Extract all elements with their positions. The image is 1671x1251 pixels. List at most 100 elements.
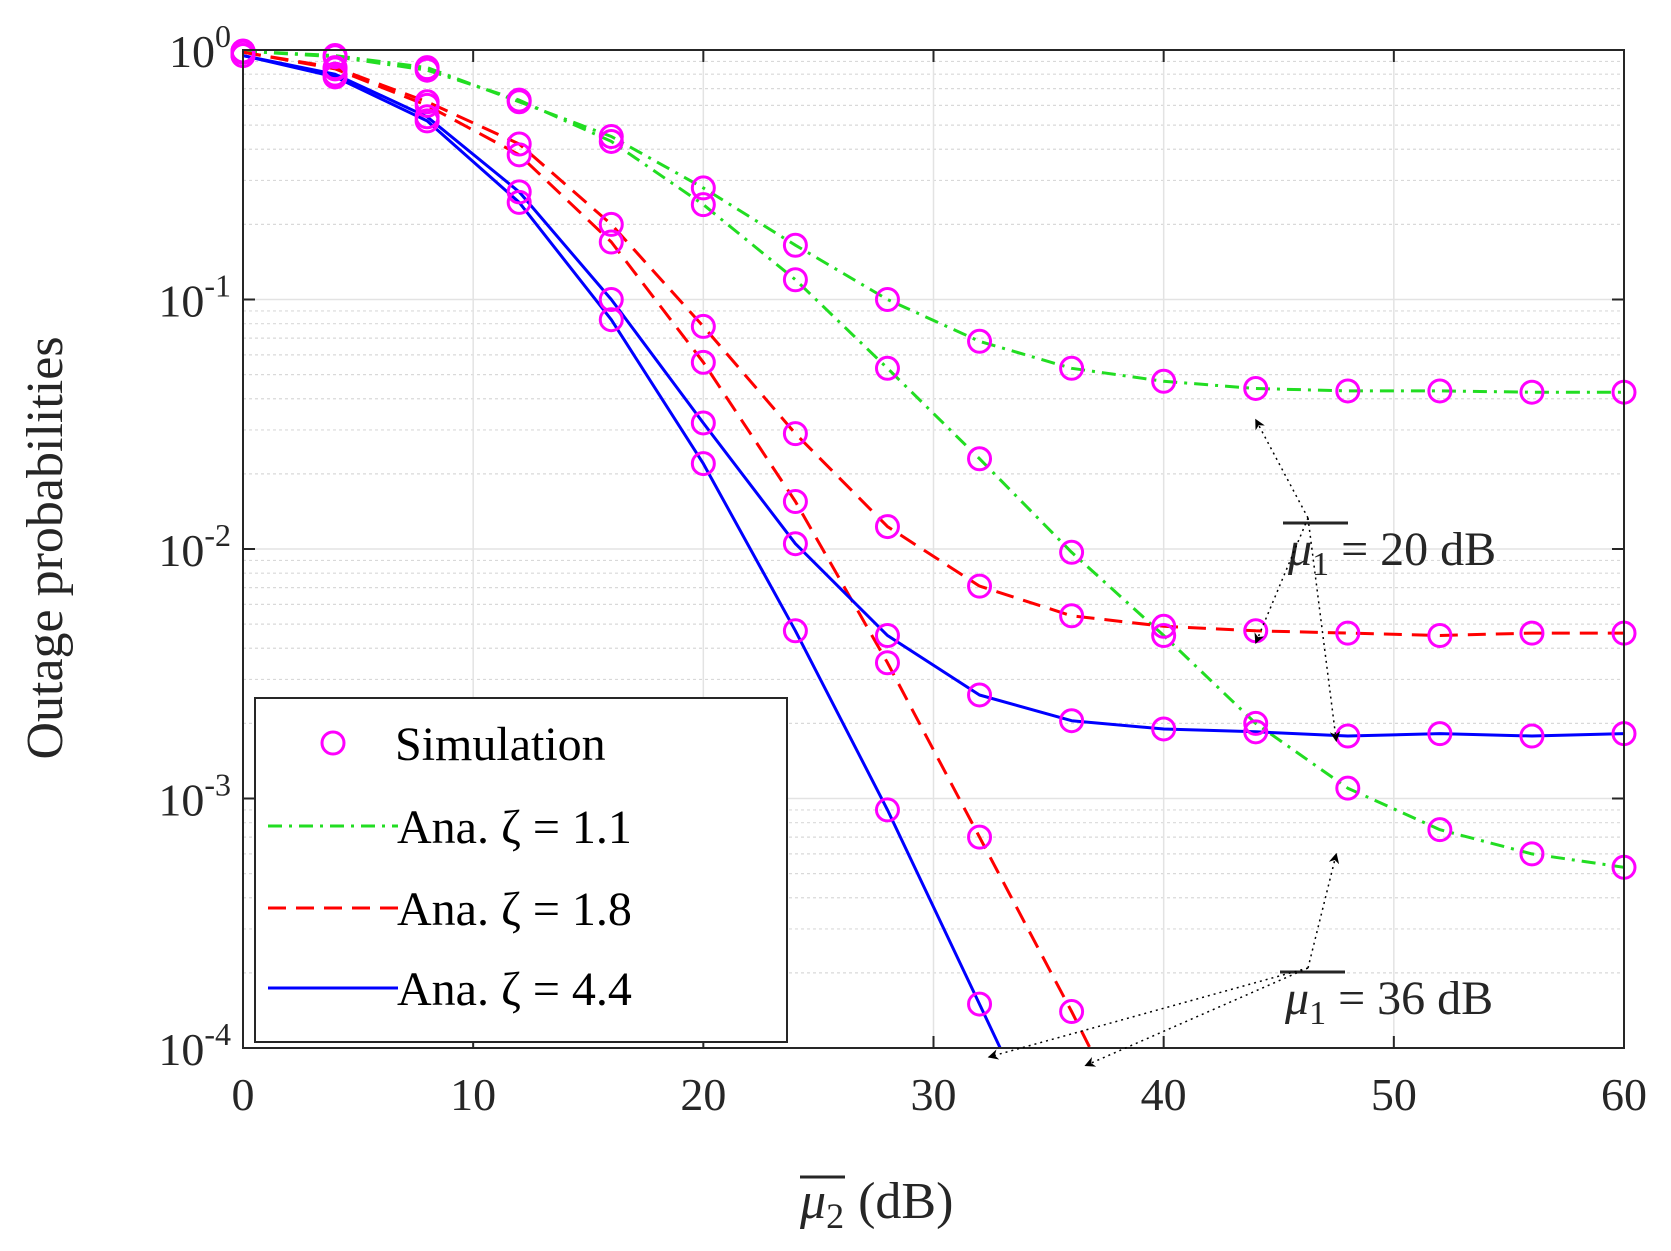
annotation-value: = 36 dB [1326, 972, 1493, 1025]
simulation-point [782, 618, 808, 644]
simulation-point [690, 175, 716, 201]
simulation-point [690, 192, 716, 218]
series-lines [242, 49, 1625, 1049]
x-label-unit: (dB) [858, 1173, 953, 1230]
simulation-point [1519, 620, 1545, 646]
simulation-point [1335, 620, 1361, 646]
simulation-point [1151, 716, 1177, 742]
simulation-point [1519, 723, 1545, 749]
simulation-point [874, 514, 900, 540]
simulation-point [1427, 721, 1453, 747]
annotation-arrow [1084, 967, 1309, 1067]
annotation-mu1-20db: μ1 = 20 dB [1283, 521, 1496, 583]
x-tick-label: 50 [1371, 1069, 1417, 1120]
simulation-point [414, 57, 440, 83]
annotation-arrow [1254, 517, 1309, 644]
simulation-point [598, 287, 624, 312]
y-tick-label: 10-3 [158, 767, 231, 826]
legend-marker-circle [320, 730, 346, 756]
annotation-value: = 20 dB [1329, 523, 1496, 576]
simulation-point [322, 44, 348, 70]
simulation-point [598, 128, 624, 154]
simulation-point [1059, 708, 1085, 734]
simulation-point [874, 623, 900, 649]
simulation-point [1243, 375, 1269, 401]
legend-box [254, 697, 788, 1043]
simulation-point [1427, 378, 1453, 404]
annotation-arrow [1307, 852, 1340, 969]
simulation-point [782, 531, 808, 557]
simulation-point [598, 307, 624, 333]
x-axis-label: μ2 (dB) [799, 1173, 953, 1236]
simulation-point [506, 87, 532, 113]
simulation-point [414, 108, 440, 134]
x-tick-labels: 0 10 20 30 40 50 60 [232, 1069, 1648, 1120]
y-tick-label: 10-4 [158, 1016, 231, 1075]
legend-label-zeta-1-1: Ana. ζ = 1.1 [397, 801, 632, 854]
simulation-point [690, 410, 716, 436]
x-tick-label: 0 [232, 1069, 255, 1120]
x-tick-label: 60 [1601, 1069, 1647, 1120]
simulation-point [1151, 613, 1177, 639]
x-tick-label: 40 [1141, 1069, 1187, 1120]
annotation-symbol: μ [1287, 523, 1312, 576]
legend-label-zeta-4-4: Ana. ζ = 4.4 [397, 963, 632, 1016]
annotation-symbol: μ [1284, 972, 1309, 1025]
simulation-point [414, 92, 440, 118]
y-tick-label: 10-2 [158, 517, 231, 576]
legend-item-zeta-1-1: Ana. ζ = 1.1 [268, 801, 632, 854]
series-line-4 [242, 50, 1092, 1049]
x-label-subscript: 2 [826, 1196, 844, 1236]
annotation-subscript: 1 [1312, 546, 1329, 583]
x-tick-label: 10 [450, 1069, 496, 1120]
simulation-point [1335, 775, 1361, 801]
simulation-point [1059, 539, 1085, 565]
simulation-point [1519, 841, 1545, 867]
annotation-arrow [1255, 418, 1309, 519]
simulation-point [1059, 603, 1085, 629]
series-line-1 [242, 49, 1624, 394]
simulation-point [967, 573, 993, 599]
simulation-point [506, 131, 532, 157]
simulation-point [874, 650, 900, 676]
legend-item-simulation: Simulation [320, 718, 606, 771]
simulation-point [506, 189, 532, 215]
y-tick-label: 100 [169, 18, 231, 77]
legend: Simulation Ana. ζ = 1.1 Ana. ζ = 1.8 Ana… [254, 697, 788, 1043]
simulation-point [967, 824, 993, 850]
simulation-point [598, 229, 624, 255]
simulation-point [506, 179, 532, 205]
annotation-mu1-36db: μ1 = 36 dB [1280, 970, 1493, 1032]
annotation-arrow [987, 967, 1309, 1060]
simulation-point [967, 446, 993, 472]
simulation-point [782, 489, 808, 515]
simulation-point [874, 797, 900, 823]
simulation-point [322, 64, 348, 90]
simulation-point [782, 232, 808, 258]
simulation-point [1427, 623, 1453, 649]
svg-text:μ1 = 20 dB: μ1 = 20 dB [1287, 523, 1496, 583]
simulation-point [1151, 368, 1177, 394]
simulation-point [1335, 378, 1361, 404]
simulation-point [782, 267, 808, 293]
y-tick-label: 10-1 [158, 268, 231, 327]
series-line-6 [242, 54, 1002, 1049]
simulation-point [598, 211, 624, 237]
svg-text:μ2(dB): μ2 (dB) [799, 1173, 953, 1236]
x-tick-label: 20 [680, 1069, 726, 1120]
x-tick-label: 30 [911, 1069, 957, 1120]
svg-text:μ1 = 36 dB: μ1 = 36 dB [1284, 972, 1493, 1032]
simulation-point [506, 142, 532, 168]
series-line-5 [242, 54, 1625, 738]
simulation-point [690, 349, 716, 375]
legend-label-simulation: Simulation [395, 718, 606, 771]
y-axis-label: Outage probabilities [17, 336, 74, 759]
annotation-arrow [1307, 517, 1341, 743]
y-tick-labels: 100 10-1 10-2 10-3 10-4 [158, 18, 231, 1075]
simulation-point [967, 991, 993, 1017]
series-line-3 [242, 50, 1624, 637]
simulation-point [1059, 355, 1085, 381]
annotation-arrows [987, 418, 1341, 1067]
